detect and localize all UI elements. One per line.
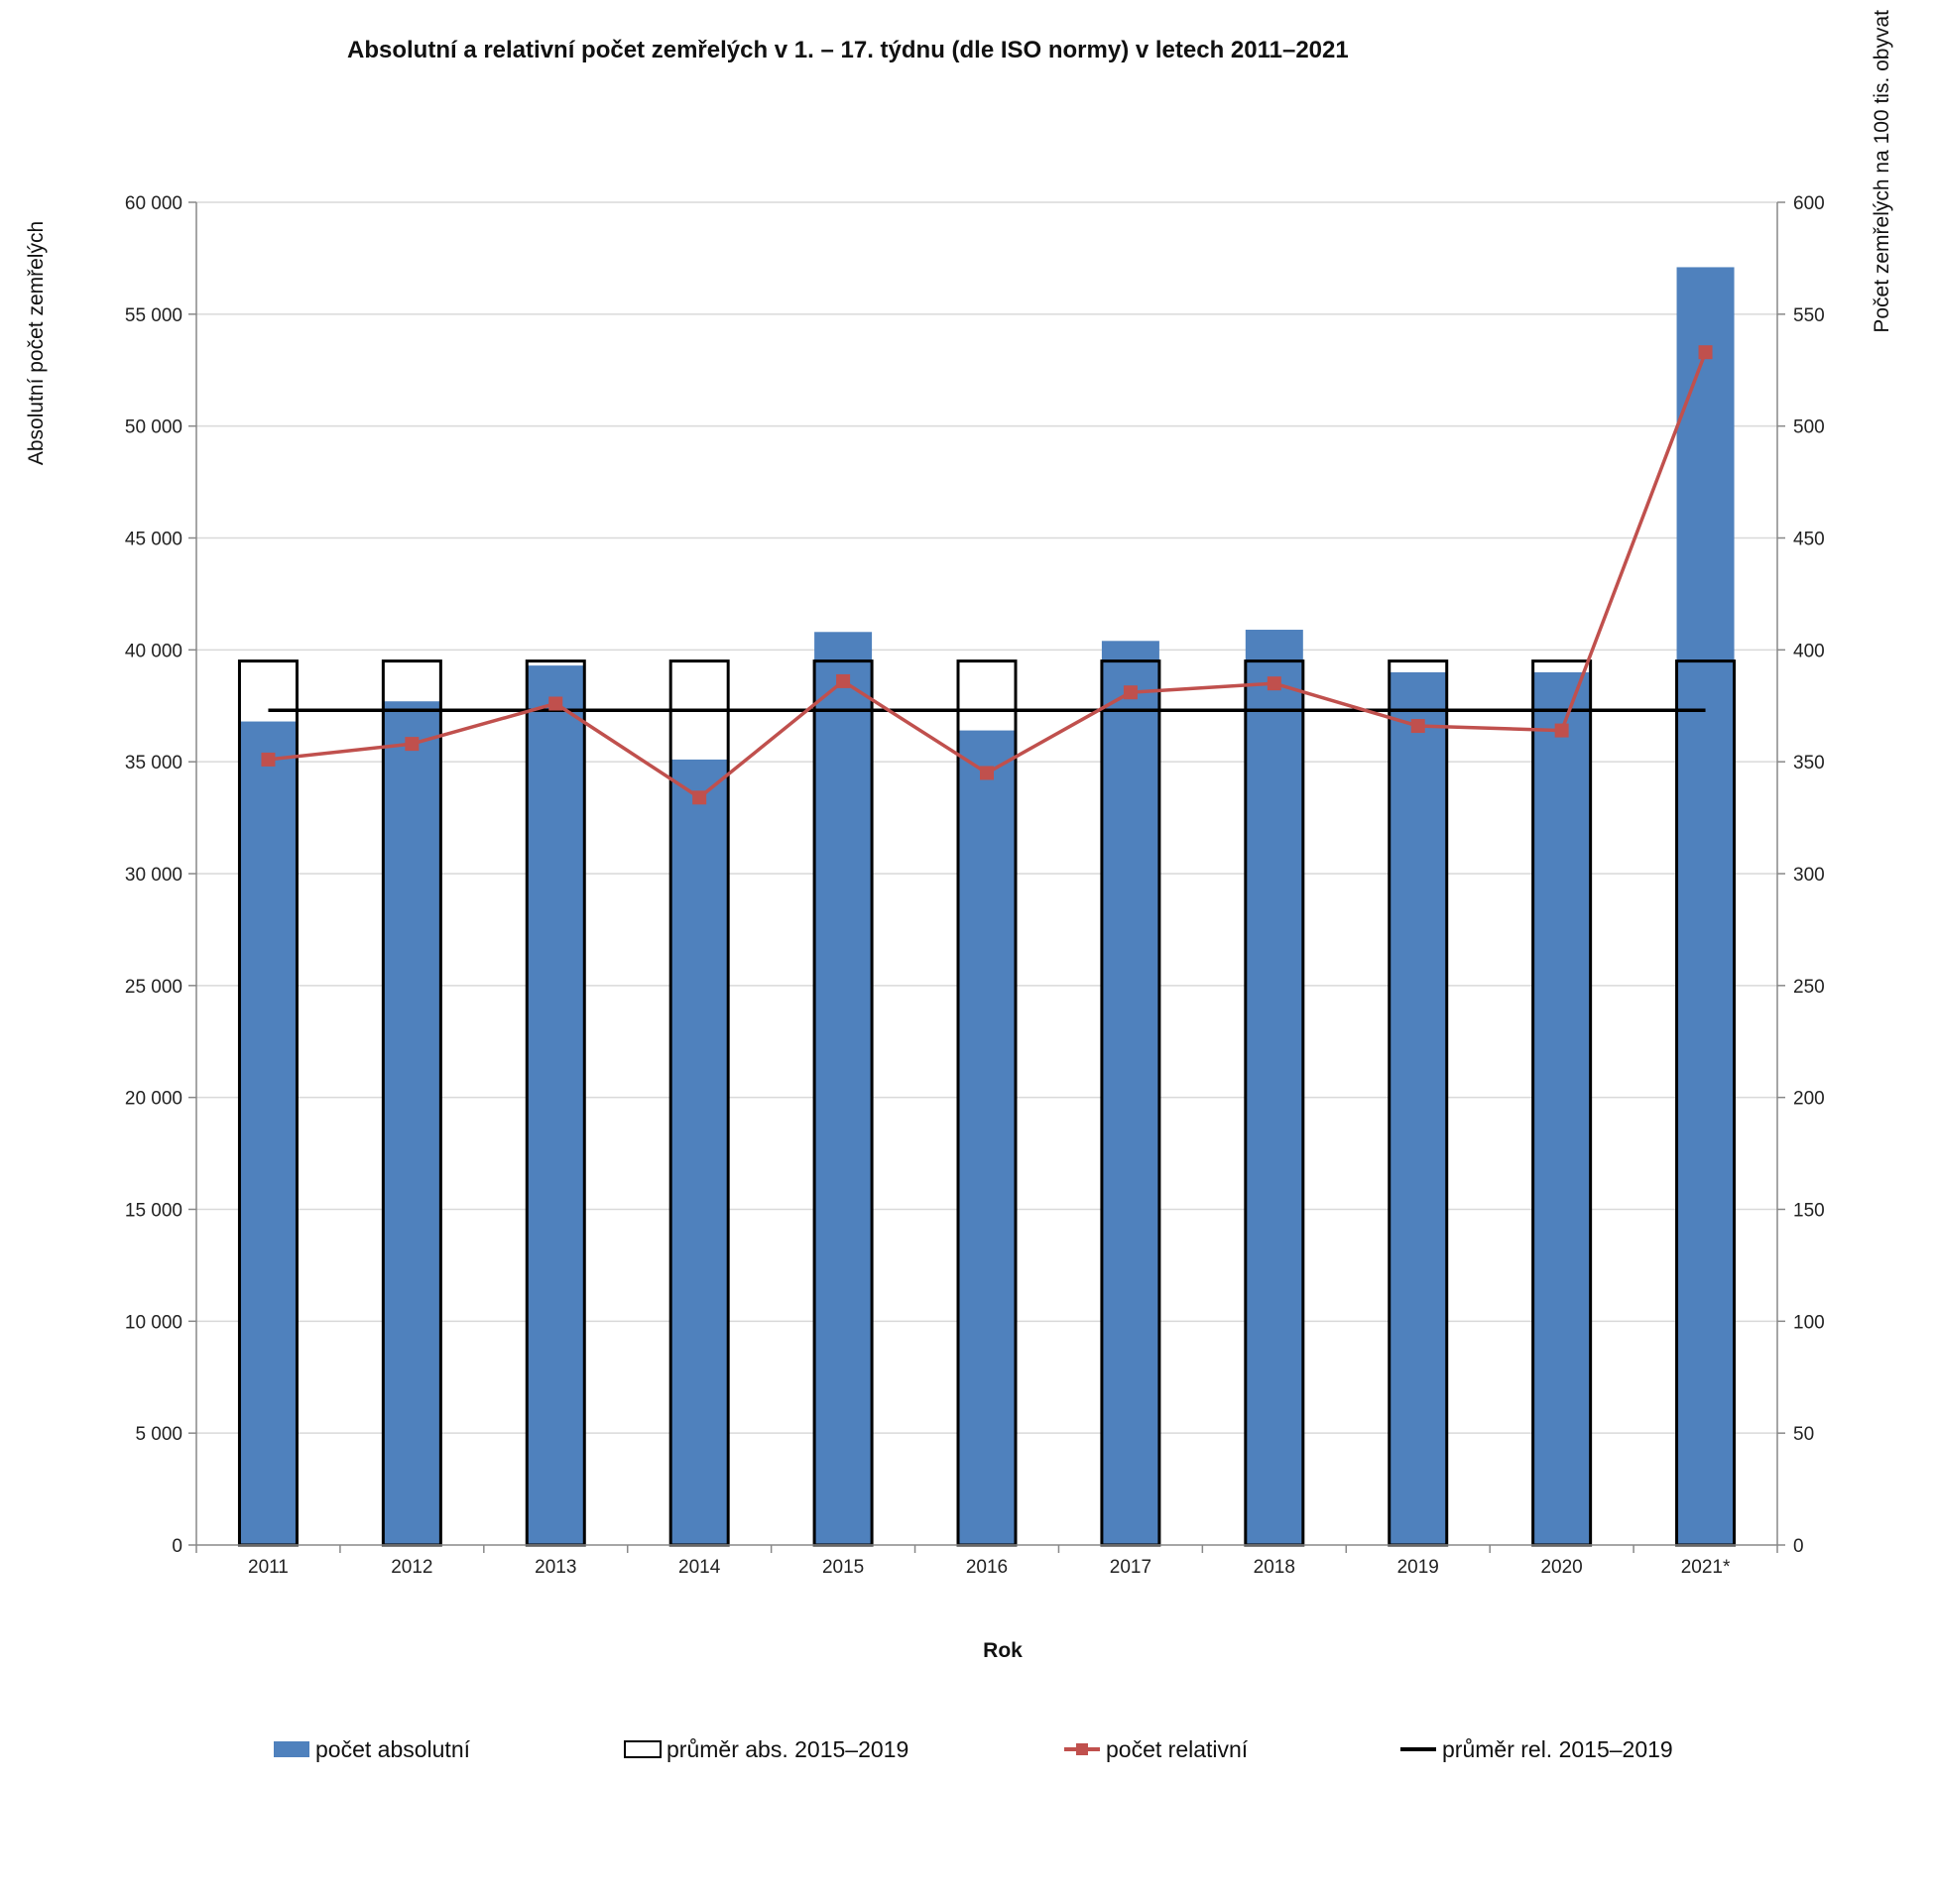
marker-pocet-relativni [836, 673, 851, 688]
marker-pocet-relativni [1267, 676, 1281, 691]
x-tick-label: 2019 [1397, 1557, 1439, 1578]
y-tick-label: 40 000 [125, 641, 182, 661]
x-tick-label: 2021* [1681, 1557, 1731, 1578]
y2-tick-label: 400 [1793, 641, 1825, 661]
x-axis-title: Rok [983, 1639, 1023, 1662]
y-tick-label: 15 000 [125, 1201, 182, 1222]
y2-tick-label: 100 [1793, 1312, 1825, 1333]
marker-pocet-relativni [980, 766, 994, 780]
y2-tick-label: 150 [1793, 1201, 1825, 1222]
bar-pocet-absolutni [527, 665, 585, 1545]
x-tick-label: 2011 [248, 1557, 289, 1578]
legend-swatch-marker [1076, 1743, 1088, 1755]
y2-tick-label: 50 [1793, 1424, 1814, 1445]
bar-pocet-absolutni [1389, 671, 1447, 1545]
x-tick-label: 2015 [822, 1557, 864, 1578]
bar-pocet-absolutni [670, 759, 729, 1545]
y2-tick-label: 250 [1793, 977, 1825, 998]
x-tick-label: 2017 [1110, 1557, 1151, 1578]
marker-pocet-relativni [1554, 723, 1569, 738]
x-tick-label: 2014 [678, 1557, 721, 1578]
y2-tick-label: 350 [1793, 753, 1825, 774]
y-tick-label: 10 000 [125, 1312, 182, 1333]
axes: 0 0 5 000 50 10 000 100 15 000 150 20 000 200 25 0… [125, 193, 1825, 1578]
legend-label: počet relativní [1106, 1736, 1249, 1762]
y-tick-label: 20 000 [125, 1089, 182, 1110]
y-tick-label: 55 000 [125, 305, 182, 326]
bar-pocet-absolutni [1676, 267, 1735, 1545]
bar-series [239, 267, 1735, 1545]
marker-pocet-relativni [1410, 719, 1425, 734]
y-tick-label: 30 000 [125, 865, 182, 886]
x-tick-label: 2016 [966, 1557, 1008, 1578]
y-tick-label: 45 000 [125, 530, 182, 550]
marker-pocet-relativni [692, 790, 707, 805]
bar-pocet-absolutni [239, 721, 298, 1545]
y-axis-title: Absolutní počet zemřelých [25, 221, 48, 465]
legend-swatch-bar [274, 1741, 309, 1757]
chart-title: Absolutní a relativní počet zemřelých v … [347, 37, 1349, 63]
y2-tick-label: 200 [1793, 1089, 1825, 1110]
legend-label: počet absolutní [315, 1736, 471, 1762]
x-tick-label: 2018 [1254, 1557, 1295, 1578]
y2-axis-title: Počet zemřelých na 100 tis. obyvat [1871, 10, 1893, 333]
legend: počet absolutní průměr abs. 2015–2019 poče… [274, 1736, 1673, 1762]
bar-pocet-absolutni [383, 701, 441, 1545]
marker-pocet-relativni [548, 696, 563, 711]
bar-pocet-absolutni [814, 632, 873, 1545]
legend-swatch-outline [624, 1740, 662, 1758]
y2-tick-label: 500 [1793, 417, 1825, 438]
x-tick-label: 2020 [1540, 1557, 1582, 1578]
y2-tick-label: 600 [1793, 193, 1825, 214]
bar-pocet-absolutni [1101, 641, 1159, 1545]
y-tick-label: 5 000 [135, 1424, 182, 1445]
legend-label: průměr abs. 2015–2019 [666, 1736, 908, 1762]
x-tick-label: 2012 [391, 1557, 432, 1578]
x-tick-label: 2013 [535, 1557, 576, 1578]
y2-tick-label: 550 [1793, 305, 1825, 326]
y2-tick-label: 450 [1793, 530, 1825, 550]
marker-pocet-relativni [405, 737, 420, 752]
y2-tick-label: 300 [1793, 865, 1825, 886]
bar-pocet-absolutni [1532, 671, 1591, 1545]
marker-pocet-relativni [261, 752, 276, 767]
bar-pocet-absolutni [958, 730, 1016, 1545]
legend-label: průměr rel. 2015–2019 [1442, 1736, 1673, 1762]
y2-tick-label: 0 [1793, 1536, 1804, 1557]
y-tick-label: 25 000 [125, 977, 182, 998]
y-tick-label: 35 000 [125, 753, 182, 774]
y-tick-label: 50 000 [125, 417, 182, 438]
y-tick-label: 60 000 [125, 193, 182, 214]
line-series [261, 345, 1713, 805]
marker-pocet-relativni [1698, 345, 1713, 360]
bar-pocet-absolutni [1245, 630, 1303, 1545]
marker-pocet-relativni [1123, 685, 1138, 700]
y-tick-label: 0 [172, 1536, 182, 1557]
